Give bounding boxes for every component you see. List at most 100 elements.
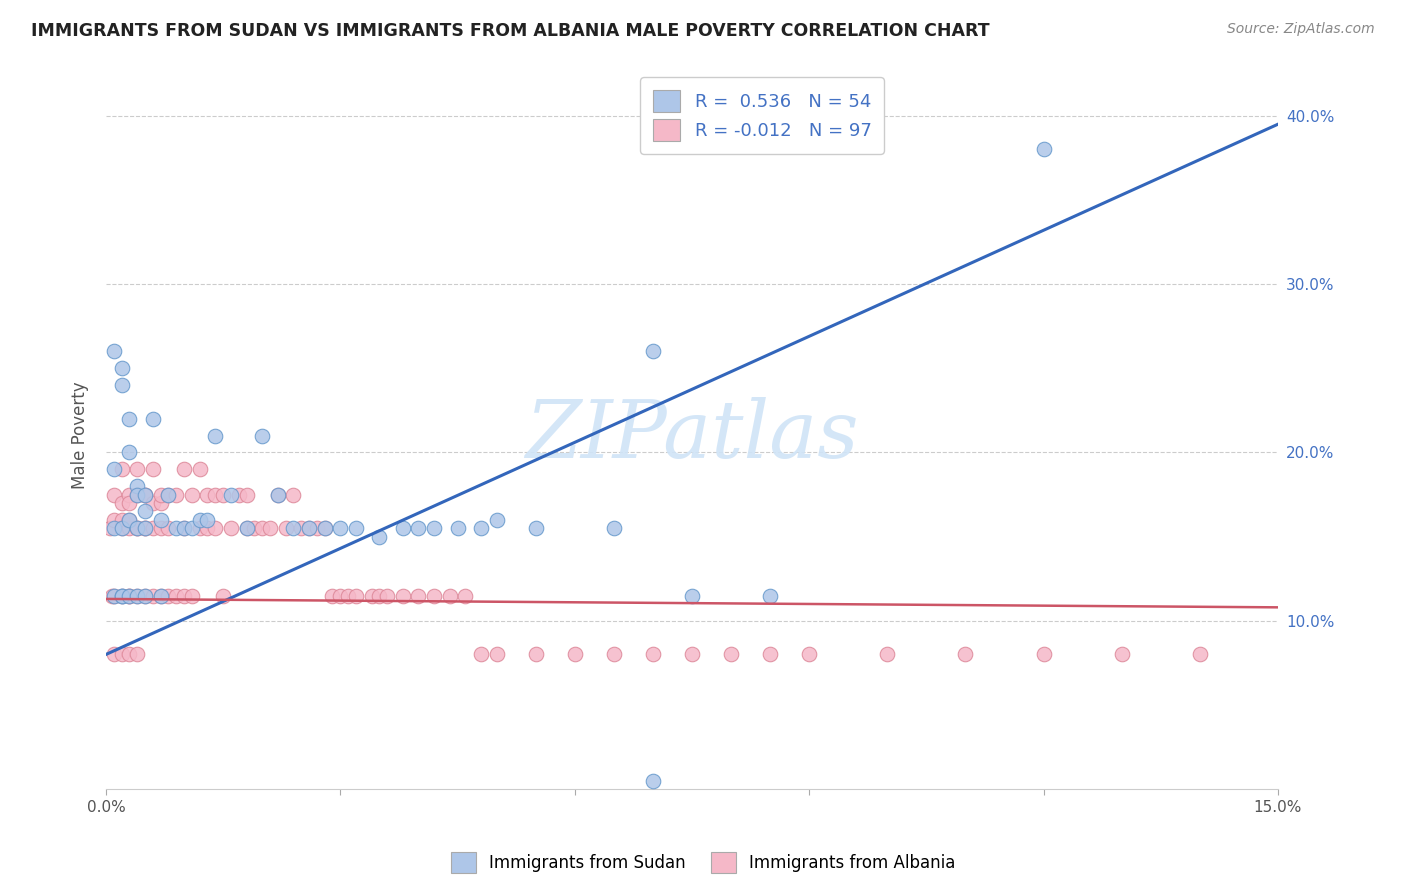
Point [110, 361, 132, 376]
Point [219, 521, 242, 535]
Point [110, 589, 132, 603]
Point [188, 521, 211, 535]
Point [321, 589, 343, 603]
Point [127, 521, 149, 535]
Point [267, 487, 290, 501]
Point [127, 521, 149, 535]
Point [134, 589, 156, 603]
Point [219, 487, 242, 501]
Point [446, 521, 468, 535]
Point [524, 521, 547, 535]
Point [876, 648, 898, 662]
Point [134, 487, 156, 501]
Point [391, 589, 413, 603]
Point [149, 589, 172, 603]
Point [274, 521, 297, 535]
Point [283, 487, 305, 501]
Point [110, 521, 132, 535]
Point [157, 487, 180, 501]
Point [118, 496, 141, 510]
Point [118, 513, 141, 527]
Point [408, 521, 430, 535]
Point [134, 487, 156, 501]
Point [681, 648, 703, 662]
Point [165, 589, 187, 603]
Point [173, 589, 195, 603]
Point [228, 487, 250, 501]
Point [157, 487, 180, 501]
Point [134, 487, 156, 501]
Point [118, 648, 141, 662]
Point [368, 530, 391, 544]
Point [98, 521, 121, 535]
Point [391, 521, 413, 535]
Point [204, 487, 226, 501]
Point [180, 589, 202, 603]
Point [250, 521, 273, 535]
Point [329, 589, 352, 603]
Point [149, 496, 172, 510]
Point [470, 521, 492, 535]
Point [603, 521, 626, 535]
Point [235, 521, 257, 535]
Point [368, 589, 391, 603]
Point [118, 445, 141, 459]
Point [103, 487, 125, 501]
Point [127, 487, 149, 501]
Point [298, 521, 321, 535]
Point [259, 521, 281, 535]
Point [127, 487, 149, 501]
Point [142, 462, 165, 476]
Point [720, 648, 742, 662]
Point [103, 344, 125, 359]
Point [127, 521, 149, 535]
Point [118, 412, 141, 426]
Point [1032, 143, 1054, 157]
Point [118, 589, 141, 603]
Point [134, 504, 156, 518]
Point [485, 513, 508, 527]
Point [103, 589, 125, 603]
Point [142, 496, 165, 510]
Point [235, 487, 257, 501]
Point [314, 521, 336, 535]
Text: Source: ZipAtlas.com: Source: ZipAtlas.com [1227, 22, 1375, 37]
Point [110, 521, 132, 535]
Point [204, 521, 226, 535]
Point [423, 589, 446, 603]
Point [485, 648, 508, 662]
Point [314, 521, 336, 535]
Point [149, 521, 172, 535]
Point [360, 589, 382, 603]
Point [165, 487, 187, 501]
Point [305, 521, 328, 535]
Point [127, 589, 149, 603]
Point [197, 521, 219, 535]
Point [149, 487, 172, 501]
Point [110, 462, 132, 476]
Point [641, 344, 664, 359]
Point [118, 589, 141, 603]
Point [110, 589, 132, 603]
Point [134, 589, 156, 603]
Point [142, 589, 165, 603]
Point [235, 521, 257, 535]
Point [641, 773, 664, 788]
Legend: R =  0.536   N = 54, R = -0.012   N = 97: R = 0.536 N = 54, R = -0.012 N = 97 [640, 77, 884, 153]
Point [110, 496, 132, 510]
Point [197, 487, 219, 501]
Point [134, 521, 156, 535]
Point [127, 479, 149, 493]
Point [180, 487, 202, 501]
Point [329, 521, 352, 535]
Point [134, 521, 156, 535]
Point [149, 513, 172, 527]
Point [250, 428, 273, 442]
Point [103, 521, 125, 535]
Point [955, 648, 977, 662]
Point [103, 462, 125, 476]
Legend: Immigrants from Sudan, Immigrants from Albania: Immigrants from Sudan, Immigrants from A… [444, 846, 962, 880]
Point [375, 589, 398, 603]
Point [1111, 648, 1133, 662]
Point [118, 513, 141, 527]
